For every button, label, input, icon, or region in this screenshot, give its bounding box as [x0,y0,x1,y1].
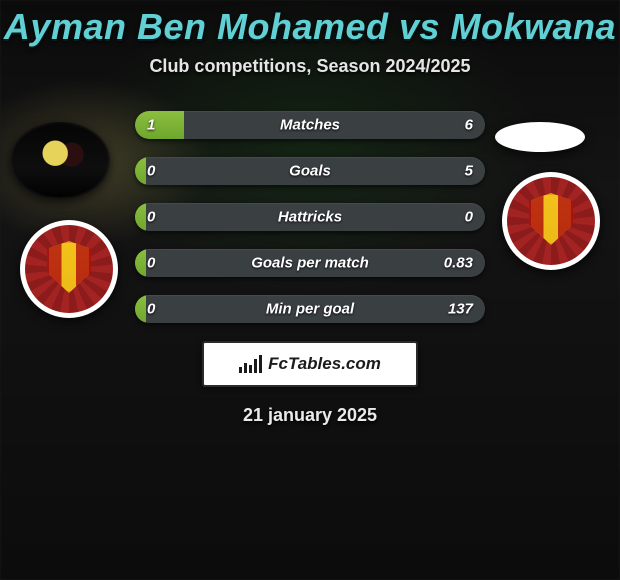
stat-fill [135,295,146,323]
stat-fill [135,111,184,139]
chart-icon [239,355,262,373]
stat-label: Goals per match [251,255,369,272]
stat-label: Hattricks [278,209,342,226]
stat-label: Goals [289,163,331,180]
brand-box[interactable]: FcTables.com [202,341,418,387]
stats-bars: 1 Matches 6 0 Goals 5 0 Hattricks 0 0 Go… [135,111,485,323]
brand-text: FcTables.com [268,354,381,374]
stat-left-value: 0 [147,163,155,180]
stat-left-value: 0 [147,209,155,226]
stat-label: Matches [280,117,340,134]
stat-left-value: 0 [147,255,155,272]
stat-right-value: 5 [465,163,473,180]
player-photo-left [10,122,110,199]
club-badge-right [502,172,600,270]
stat-left-value: 0 [147,301,155,318]
club-badge-left [20,220,118,318]
page-title: Ayman Ben Mohamed vs Mokwana [0,0,620,48]
stat-right-value: 0.83 [444,255,473,272]
stat-row-matches: 1 Matches 6 [135,111,485,139]
stat-left-value: 1 [147,117,155,134]
stat-fill [135,203,146,231]
stat-row-hattricks: 0 Hattricks 0 [135,203,485,231]
stat-right-value: 0 [465,209,473,226]
stat-right-value: 137 [448,301,473,318]
stat-fill [135,157,146,185]
stat-right-value: 6 [465,117,473,134]
stat-row-goals-per-match: 0 Goals per match 0.83 [135,249,485,277]
date-label: 21 january 2025 [0,405,620,426]
player-photo-right [495,122,585,152]
stat-row-goals: 0 Goals 5 [135,157,485,185]
stat-fill [135,249,146,277]
stat-row-min-per-goal: 0 Min per goal 137 [135,295,485,323]
stat-label: Min per goal [266,301,354,318]
page-subtitle: Club competitions, Season 2024/2025 [0,56,620,77]
